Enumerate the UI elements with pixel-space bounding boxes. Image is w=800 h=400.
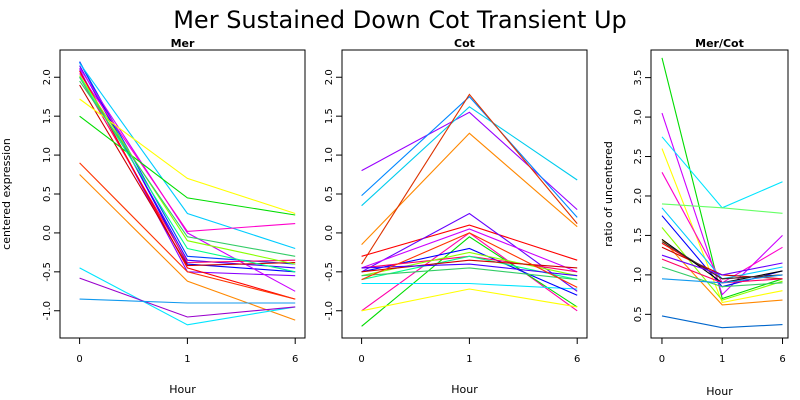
series-line-18: [79, 277, 296, 318]
y-tick-label: 0.0: [42, 225, 53, 241]
panel-title: Cot: [454, 37, 475, 50]
series-line-14: [79, 80, 296, 257]
y-tick-label: 0.0: [324, 225, 335, 241]
series-line-15: [661, 266, 783, 288]
series-line-3: [661, 148, 783, 304]
series-line-0: [361, 111, 578, 211]
series-line-2: [661, 136, 783, 209]
x-axis-label: Hour: [706, 385, 733, 398]
y-tick-label: 0.5: [42, 186, 53, 202]
series-line-16: [661, 203, 783, 214]
series-line-19: [79, 298, 296, 304]
y-tick-label: 2.0: [42, 69, 53, 85]
x-tick-label: 6: [779, 354, 785, 365]
series-line-17: [661, 274, 783, 284]
plot-frame: [341, 49, 588, 339]
figure-title: Mer Sustained Down Cot Transient Up: [173, 6, 627, 34]
series-line-0: [661, 57, 783, 300]
series-line-3: [79, 62, 296, 250]
y-tick-label: -0.5: [324, 262, 335, 282]
series-line-13: [79, 76, 296, 273]
series-line-18: [661, 315, 783, 329]
y-tick-label: 2.0: [324, 69, 335, 85]
x-tick-label: 0: [76, 354, 82, 365]
y-tick-label: 2.5: [633, 149, 644, 165]
panel-2: Mer/Cot 0 1 6 0.5 1.0 1.5 2.0 2.5 3.0 3.5 Hour ratio…: [602, 37, 789, 398]
x-axis-label: Hour: [451, 383, 478, 396]
series-line-13: [661, 254, 783, 276]
series-line-2: [79, 61, 296, 265]
series-line-18: [361, 267, 578, 281]
x-tick-label: 1: [466, 354, 472, 365]
series-line-8: [79, 70, 296, 300]
x-tick-label: 1: [719, 354, 725, 365]
series-line-7: [661, 227, 783, 301]
y-tick-label: 0.5: [633, 306, 644, 322]
series-line-7: [79, 76, 296, 264]
series-line-11: [361, 228, 578, 273]
y-tick-label: 3.5: [633, 70, 644, 86]
series-line-5: [79, 67, 296, 292]
series-line-6: [79, 73, 296, 232]
series-line-12: [661, 241, 783, 280]
plot-frame: [650, 49, 789, 339]
y-tick-label: 0.5: [324, 186, 335, 202]
x-tick-label: 6: [574, 354, 580, 365]
series-line-11: [79, 115, 296, 216]
y-tick-label: 1.5: [633, 227, 644, 243]
y-axis-label: centered expression: [0, 138, 13, 250]
series-line-10: [79, 98, 296, 215]
series-line-5: [361, 224, 578, 261]
y-tick-label: 1.0: [633, 267, 644, 283]
series-line-5: [661, 207, 783, 280]
series-line-1: [361, 95, 578, 218]
y-tick-label: -1.0: [324, 301, 335, 321]
panel-title: Mer/Cot: [695, 37, 744, 50]
series-line-0: [79, 61, 296, 273]
y-tick-label: -0.5: [42, 262, 53, 282]
series-line-17: [79, 267, 296, 326]
y-tick-label: 1.0: [324, 147, 335, 163]
y-tick-label: -1.0: [42, 301, 53, 321]
y-tick-label: 3.0: [633, 109, 644, 125]
x-tick-label: 0: [659, 354, 665, 365]
series-line-16: [361, 259, 578, 273]
series-line-1: [661, 112, 783, 296]
series-line-2: [361, 106, 578, 207]
series-line-9: [361, 282, 578, 290]
series-line-16: [79, 174, 296, 321]
y-tick-label: 1.0: [42, 147, 53, 163]
series-line-7: [361, 236, 578, 327]
y-tick-label: 2.0: [633, 188, 644, 204]
series-line-15: [79, 162, 296, 300]
x-axis-label: Hour: [169, 383, 196, 396]
series-line-17: [361, 263, 578, 277]
y-tick-label: 1.5: [42, 108, 53, 124]
series-line-8: [361, 288, 578, 312]
series-line-4: [79, 69, 296, 277]
x-tick-label: 6: [292, 354, 298, 365]
x-tick-label: 1: [184, 354, 190, 365]
chart-panels: Mer 0 1 6 -1.0 -0.5 0.0 0.5 1.0 1.5 2.0 Hour centere…: [0, 37, 789, 398]
panel-1: Cot 0 1 6 -1.0 -0.5 0.0 0.5 1.0 1.5 2.0 Hour: [324, 37, 588, 396]
y-axis-label: ratio of uncentered: [602, 141, 615, 247]
series-line-3: [361, 132, 578, 245]
panel-title: Mer: [171, 37, 195, 50]
series-line-19: [361, 232, 578, 288]
x-tick-label: 0: [358, 354, 364, 365]
series-line-4: [361, 93, 578, 265]
panel-0: Mer 0 1 6 -1.0 -0.5 0.0 0.5 1.0 1.5 2.0 Hour centere…: [0, 37, 306, 396]
y-tick-label: 1.5: [324, 108, 335, 124]
series-line-12: [79, 75, 296, 265]
